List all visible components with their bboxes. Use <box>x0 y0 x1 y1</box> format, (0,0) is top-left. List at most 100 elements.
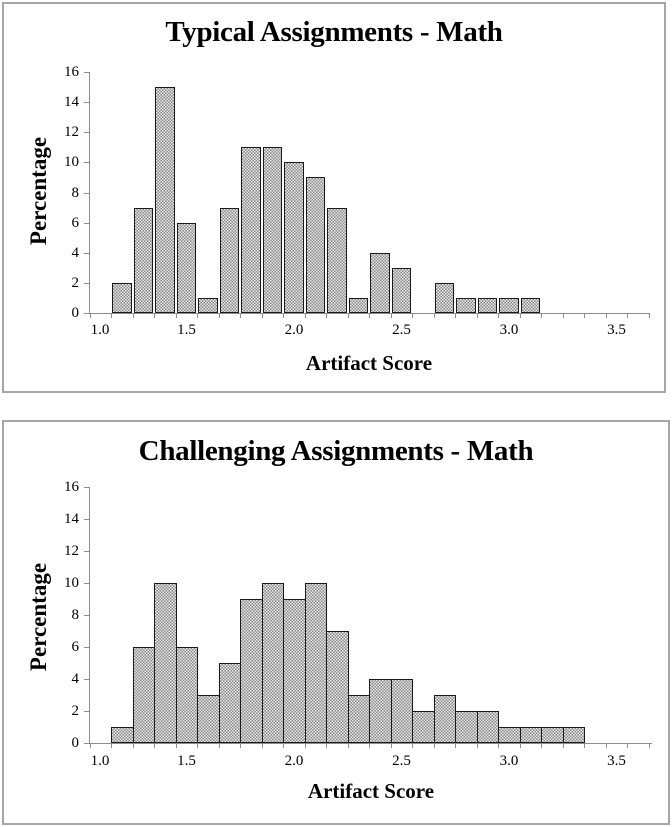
x-tick <box>369 743 370 748</box>
x-tick <box>197 313 198 318</box>
x-tick <box>498 743 499 748</box>
x-tick <box>520 743 521 748</box>
y-tick-label: 0 <box>71 305 80 321</box>
y-tick <box>84 583 89 584</box>
y-axis-title: Percentage <box>26 136 51 246</box>
x-tick <box>649 743 650 748</box>
histogram-bar <box>154 583 177 743</box>
histogram-bar <box>347 695 371 743</box>
x-tick <box>563 743 564 748</box>
y-axis-line <box>89 72 90 313</box>
x-tick <box>477 313 478 318</box>
x-tick-label: 3.5 <box>607 753 626 769</box>
y-tick <box>84 192 89 194</box>
x-tick <box>520 313 521 318</box>
y-tick-label: 0 <box>71 735 80 751</box>
histogram-bar <box>412 711 435 743</box>
x-axis-title: Artifact Score <box>305 351 433 375</box>
x-tick <box>541 313 542 318</box>
x-tick-label: 3.0 <box>499 753 519 769</box>
histogram-bar <box>369 679 392 743</box>
x-tick <box>326 313 327 318</box>
histogram-bar <box>477 297 498 313</box>
histogram-bar <box>519 727 543 743</box>
histogram-bar <box>433 695 457 743</box>
x-tick <box>498 313 499 318</box>
y-tick <box>84 102 89 104</box>
y-tick-label: 12 <box>64 543 79 559</box>
x-axis-title: Artifact Score <box>307 779 435 803</box>
y-tick <box>84 711 89 712</box>
x-tick <box>219 313 220 318</box>
x-tick <box>563 313 564 318</box>
y-tick-label: 10 <box>64 154 79 171</box>
x-tick-label: 2.0 <box>284 753 304 769</box>
histogram-bar <box>455 711 478 743</box>
x-tick-label: 1.5 <box>177 322 196 338</box>
x-tick <box>412 313 413 318</box>
x-tick <box>326 743 327 748</box>
y-tick <box>84 162 89 164</box>
x-tick <box>541 743 542 748</box>
x-tick <box>412 743 413 748</box>
histogram-bar <box>391 267 412 313</box>
y-tick-label: 12 <box>64 124 79 141</box>
y-tick-label: 4 <box>71 244 80 261</box>
histogram-bar <box>326 631 349 743</box>
y-tick-label: 4 <box>71 671 80 687</box>
histogram-bar <box>283 599 306 743</box>
histogram-bar <box>476 711 500 743</box>
histogram-bar <box>262 147 283 313</box>
x-tick-label: 3.0 <box>499 322 519 338</box>
x-tick <box>154 313 155 318</box>
x-tick <box>283 743 284 748</box>
y-tick-label: 16 <box>64 64 79 80</box>
histogram-bar <box>197 695 220 743</box>
x-tick <box>477 743 478 748</box>
x-tick <box>369 313 370 318</box>
x-tick-label: 3.5 <box>607 322 626 338</box>
x-tick <box>627 743 628 748</box>
x-tick <box>606 313 607 318</box>
histogram-bar <box>261 583 285 743</box>
histogram-bar <box>218 663 242 743</box>
y-tick-label: 8 <box>71 607 80 623</box>
x-tick <box>219 743 220 748</box>
y-tick <box>84 252 89 254</box>
x-axis-line <box>89 743 652 744</box>
histogram-bar <box>434 282 455 313</box>
y-tick-label: 14 <box>64 94 79 111</box>
x-tick <box>240 743 241 748</box>
histogram-bar <box>305 177 326 313</box>
x-tick <box>111 313 112 318</box>
y-tick-label: 2 <box>71 703 80 719</box>
histogram-bar <box>241 147 261 313</box>
x-tick-label: 2.0 <box>284 322 304 338</box>
x-tick <box>133 743 134 748</box>
y-tick-label: 6 <box>71 214 80 231</box>
x-tick-label: 2.5 <box>392 753 411 769</box>
x-tick <box>584 743 585 748</box>
y-tick <box>84 132 89 134</box>
y-tick <box>84 551 89 552</box>
x-tick <box>283 313 284 318</box>
chart-panel-typical: Typical Assignments - Math Percentage Ar… <box>2 2 666 393</box>
histogram-bar <box>562 727 586 743</box>
y-tick-label: 6 <box>71 639 80 655</box>
histogram-bar <box>327 207 347 313</box>
x-tick <box>176 313 177 318</box>
y-tick <box>84 647 89 648</box>
histogram-bar <box>111 727 134 743</box>
y-tick <box>84 282 89 284</box>
y-axis-title: Percentage <box>26 562 51 672</box>
x-tick <box>434 313 435 318</box>
histogram-bar <box>219 207 240 313</box>
x-tick <box>305 743 306 748</box>
y-tick-label: 14 <box>64 511 79 527</box>
y-tick-label: 10 <box>64 575 79 591</box>
y-tick <box>84 679 89 680</box>
histogram-bar <box>198 297 218 313</box>
y-tick <box>84 743 89 744</box>
histogram-bar <box>132 647 156 743</box>
chart-panel-challenging: Challenging Assignments - Math Percentag… <box>2 420 670 825</box>
